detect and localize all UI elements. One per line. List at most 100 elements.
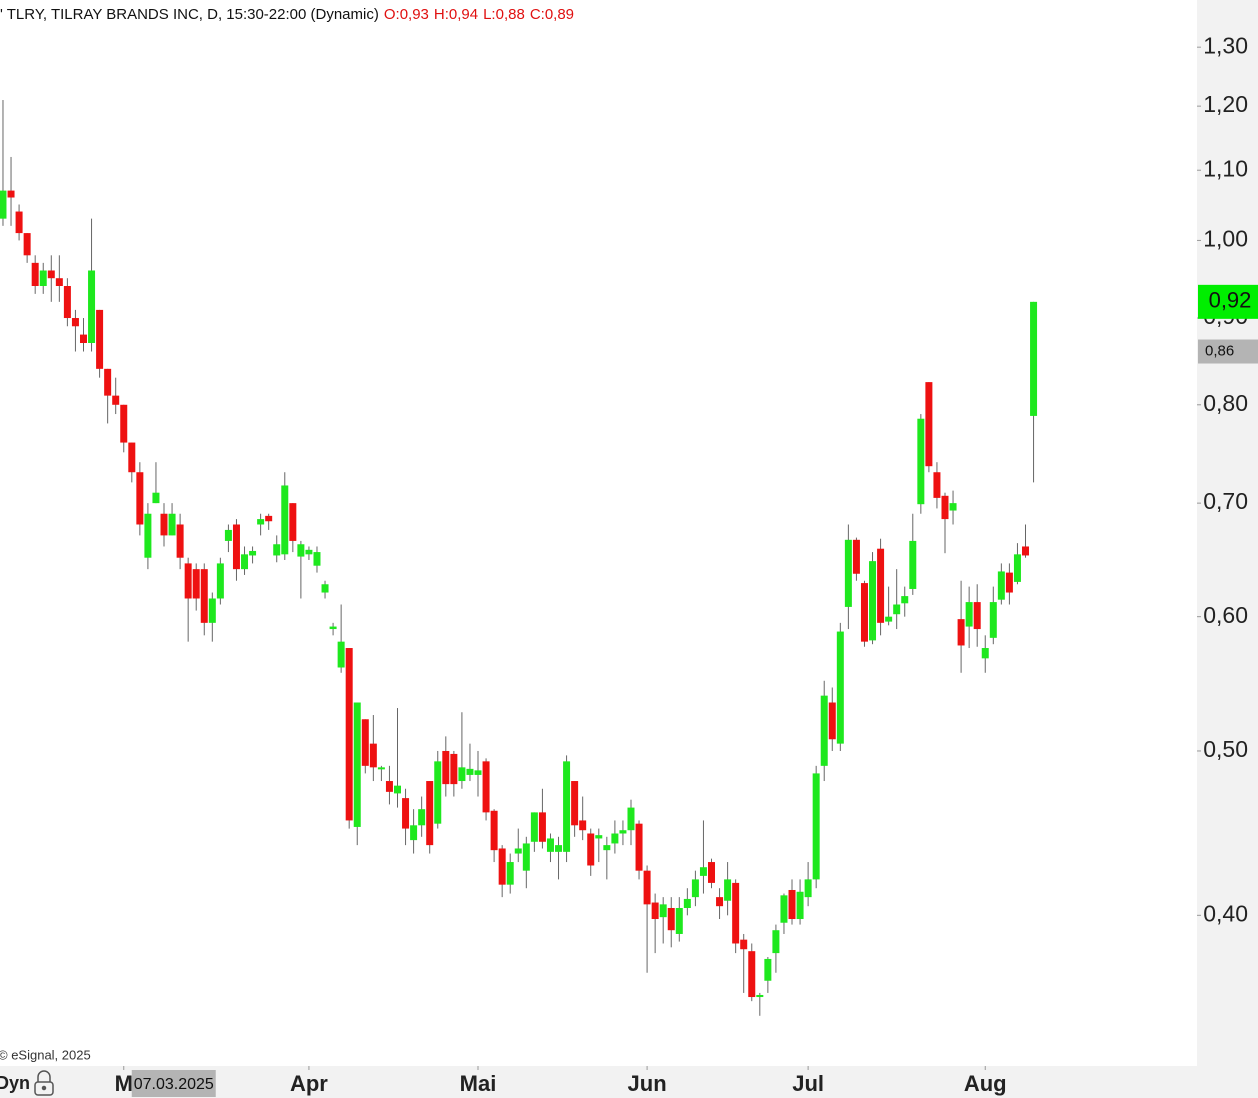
candle-body [740, 939, 748, 950]
candle-body [377, 767, 385, 770]
axes: 0,400,500,600,700,800,901,001,101,201,30… [115, 32, 1258, 1097]
candle-body [820, 695, 828, 766]
x-tick-label: M [115, 1071, 133, 1096]
candle-body [933, 472, 941, 498]
candle-body [683, 898, 691, 908]
candle-body [7, 190, 15, 198]
candle-body [869, 561, 877, 641]
candle-body [522, 843, 530, 871]
candle-body [241, 554, 249, 570]
candle-body [200, 569, 208, 623]
y-tick-label: 1,00 [1203, 226, 1248, 252]
x-tick-label: Jun [628, 1071, 667, 1096]
candle-body [708, 862, 716, 883]
candle-body [852, 539, 860, 574]
candle-body [385, 781, 393, 792]
candle-body [828, 702, 836, 740]
candle-body [973, 602, 981, 630]
candle-body [555, 845, 563, 852]
candle-body [877, 548, 885, 623]
candle-body [506, 862, 514, 885]
candle-body [410, 825, 418, 841]
candle-body [321, 584, 329, 593]
candle-body [619, 830, 627, 834]
candle-body [450, 753, 458, 785]
candle-body [257, 519, 265, 525]
y-tick-label: 1,20 [1203, 91, 1248, 117]
candle-body [224, 529, 232, 541]
candle-body [289, 503, 297, 541]
candle-body [208, 598, 216, 623]
candle-body [627, 807, 635, 831]
candle-body [144, 513, 152, 558]
candle-body [1022, 546, 1030, 556]
candle-body [595, 835, 603, 839]
ohlc-close: C:0,89 [530, 6, 574, 23]
candle-body [232, 524, 240, 570]
candle-body [23, 233, 31, 256]
candle-body [546, 838, 554, 852]
candle-body [71, 318, 79, 327]
candle-body [426, 781, 434, 846]
lock-icon[interactable] [34, 1070, 54, 1096]
candle-body [538, 812, 546, 842]
ohlc-open: O:0,93 [384, 6, 429, 23]
candle-body [716, 897, 724, 907]
y-tick-label: 0,70 [1203, 488, 1248, 514]
candle-body [901, 596, 909, 604]
x-tick-label: Jul [792, 1071, 824, 1096]
candle-body [514, 848, 522, 854]
candle-body [603, 845, 611, 851]
candle-body [136, 472, 144, 525]
candle-body [579, 820, 587, 831]
ohlc-high: H:0,94 [434, 6, 478, 23]
candle-body [152, 492, 160, 504]
candle-body [498, 848, 506, 885]
ohlc-low: L:0,88 [483, 6, 525, 23]
x-tick-label: Apr [290, 1071, 328, 1096]
candle-body [55, 278, 63, 287]
price-axis-bg [1197, 0, 1258, 1098]
candle-body [691, 879, 699, 898]
candle-body [965, 602, 973, 627]
candle-body [941, 495, 949, 520]
candle-body [313, 552, 321, 566]
candle-body [699, 867, 707, 876]
chart-title: ' TLRY, TILRAY BRANDS INC, D, 15:30-22:0… [0, 6, 574, 23]
candle-body [474, 770, 482, 775]
candle-body [796, 891, 804, 920]
y-tick-label: 0,60 [1203, 602, 1248, 628]
candle-body [981, 648, 989, 659]
candle-body [361, 719, 369, 766]
candle-body [812, 773, 820, 880]
candle-body [1030, 301, 1038, 416]
candle-body [997, 571, 1005, 600]
candle-body [989, 602, 997, 638]
candle-body [1005, 572, 1013, 593]
candle-body [724, 879, 732, 901]
y-tick-label: 0,40 [1203, 900, 1248, 926]
candle-body [96, 309, 104, 369]
candle-body [281, 485, 289, 555]
candle-body [442, 750, 450, 785]
candle-body [957, 619, 965, 646]
candle-body [860, 583, 868, 642]
candle-body [88, 270, 96, 344]
candle-body [120, 404, 128, 443]
y-tick-label: 1,10 [1203, 155, 1248, 181]
price-label-bg [1198, 339, 1258, 364]
candle-body [587, 833, 595, 866]
candle-body [482, 761, 490, 813]
candle-body [15, 211, 23, 234]
price-label-bg [1198, 284, 1258, 319]
mode-label[interactable]: Dyn [0, 1073, 30, 1093]
candle-body [844, 539, 852, 607]
candle-body [490, 810, 498, 851]
candle-body [635, 823, 643, 871]
candle-body [176, 524, 184, 558]
candle-body [79, 334, 87, 344]
candle-body [47, 270, 55, 279]
candle-body [893, 604, 901, 615]
copyright: © eSignal, 2025 [0, 1047, 91, 1062]
